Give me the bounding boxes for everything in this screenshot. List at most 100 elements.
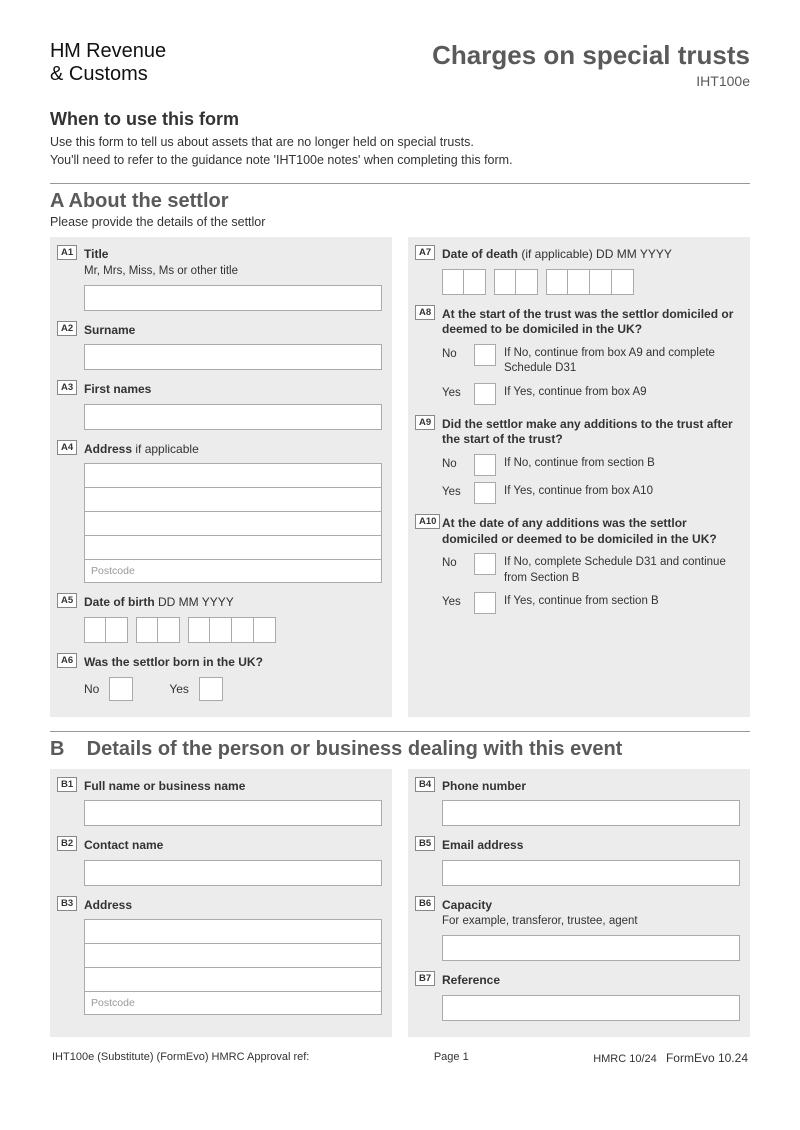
tag-b3: B3 bbox=[57, 896, 77, 911]
input-b7[interactable] bbox=[442, 995, 740, 1021]
dod-y2[interactable] bbox=[568, 269, 590, 295]
input-title[interactable] bbox=[84, 285, 382, 311]
dob-y2[interactable] bbox=[210, 617, 232, 643]
input-postcode-b3[interactable]: Postcode bbox=[84, 991, 382, 1015]
a9-no-checkbox[interactable] bbox=[474, 454, 496, 476]
a8-yes-row: Yes If Yes, continue from box A9 bbox=[442, 383, 740, 405]
tag-a4: A4 bbox=[57, 440, 77, 455]
when-section: When to use this form Use this form to t… bbox=[50, 109, 750, 169]
field-a9: A9 Did the settlor make any additions to… bbox=[418, 417, 740, 504]
input-b1[interactable] bbox=[84, 800, 382, 826]
label-a2: Surname bbox=[84, 323, 382, 339]
footer-right: HMRC 10/24 FormEvo 10.24 bbox=[593, 1051, 748, 1065]
field-a4: A4 Address if applicable Postcode bbox=[60, 442, 382, 584]
field-a3: A3 First names bbox=[60, 382, 382, 430]
tag-a7: A7 bbox=[415, 245, 435, 260]
dob-d2[interactable] bbox=[106, 617, 128, 643]
input-firstnames[interactable] bbox=[84, 404, 382, 430]
a8-yes-checkbox[interactable] bbox=[474, 383, 496, 405]
input-surname[interactable] bbox=[84, 344, 382, 370]
dob-y3[interactable] bbox=[232, 617, 254, 643]
section-a-heading: A About the settlor bbox=[50, 190, 750, 213]
dob-y4[interactable] bbox=[254, 617, 276, 643]
header: HM Revenue & Customs Charges on special … bbox=[50, 40, 750, 89]
label-b1: Full name or business name bbox=[84, 779, 382, 795]
field-a6: A6 Was the settlor born in the UK? No Ye… bbox=[60, 655, 382, 701]
label-b3: Address bbox=[84, 898, 382, 914]
tag-b1: B1 bbox=[57, 777, 77, 792]
footer: IHT100e (Substitute) (FormEvo) HMRC Appr… bbox=[50, 1051, 750, 1065]
a6-no-label: No bbox=[84, 682, 99, 696]
dod-m2[interactable] bbox=[516, 269, 538, 295]
a10-no-checkbox[interactable] bbox=[474, 553, 496, 575]
input-addr2[interactable] bbox=[84, 487, 382, 511]
dod-d2[interactable] bbox=[464, 269, 486, 295]
input-b5[interactable] bbox=[442, 860, 740, 886]
dod-y4[interactable] bbox=[612, 269, 634, 295]
field-a2: A2 Surname bbox=[60, 323, 382, 371]
input-addr4[interactable] bbox=[84, 535, 382, 559]
field-a5: A5 Date of birth DD MM YYYY bbox=[60, 595, 382, 643]
dod-y3[interactable] bbox=[590, 269, 612, 295]
address-b3: Postcode bbox=[84, 919, 382, 1015]
section-a-left: A1 Title Mr, Mrs, Miss, Ms or other titl… bbox=[50, 237, 392, 717]
input-b6[interactable] bbox=[442, 935, 740, 961]
field-a8: A8 At the start of the trust was the set… bbox=[418, 307, 740, 405]
tag-b6: B6 bbox=[415, 896, 435, 911]
a9-yes-label: Yes bbox=[442, 482, 466, 498]
section-b-columns: B1 Full name or business name B2 Contact… bbox=[50, 769, 750, 1037]
a8-yes-label: Yes bbox=[442, 383, 466, 399]
when-line2: You'll need to refer to the guidance not… bbox=[50, 152, 750, 170]
input-b3-3[interactable] bbox=[84, 967, 382, 991]
label-b4: Phone number bbox=[442, 779, 740, 795]
input-b2[interactable] bbox=[84, 860, 382, 886]
footer-center: Page 1 bbox=[309, 1051, 593, 1065]
dod-y1[interactable] bbox=[546, 269, 568, 295]
label-a7: Date of death (if applicable) DD MM YYYY bbox=[442, 247, 740, 263]
a9-yes-row: Yes If Yes, continue from box A10 bbox=[442, 482, 740, 504]
a8-no-checkbox[interactable] bbox=[474, 344, 496, 366]
tag-a2: A2 bbox=[57, 321, 77, 336]
dob-row bbox=[84, 617, 382, 643]
dod-m1[interactable] bbox=[494, 269, 516, 295]
a8-no-text: If No, continue from box A9 and complete… bbox=[504, 344, 740, 377]
input-addr1[interactable] bbox=[84, 463, 382, 487]
input-b3-1[interactable] bbox=[84, 919, 382, 943]
dob-m1[interactable] bbox=[136, 617, 158, 643]
a6-yes-checkbox[interactable] bbox=[199, 677, 223, 701]
tag-a9: A9 bbox=[415, 415, 435, 430]
a9-yes-checkbox[interactable] bbox=[474, 482, 496, 504]
dod-row bbox=[442, 269, 740, 295]
section-a-columns: A1 Title Mr, Mrs, Miss, Ms or other titl… bbox=[50, 237, 750, 717]
a9-yes-text: If Yes, continue from box A10 bbox=[504, 482, 740, 500]
dod-d1[interactable] bbox=[442, 269, 464, 295]
input-b3-2[interactable] bbox=[84, 943, 382, 967]
input-addr3[interactable] bbox=[84, 511, 382, 535]
dob-m2[interactable] bbox=[158, 617, 180, 643]
tag-a3: A3 bbox=[57, 380, 77, 395]
field-b1: B1 Full name or business name bbox=[60, 779, 382, 827]
input-postcode-a4[interactable]: Postcode bbox=[84, 559, 382, 583]
section-b-heading: B Details of the person or business deal… bbox=[50, 738, 750, 761]
label-a5: Date of birth DD MM YYYY bbox=[84, 595, 382, 611]
section-b-right: B4 Phone number B5 Email address B6 Capa… bbox=[408, 769, 750, 1037]
input-b4[interactable] bbox=[442, 800, 740, 826]
field-a7: A7 Date of death (if applicable) DD MM Y… bbox=[418, 247, 740, 295]
when-line1: Use this form to tell us about assets th… bbox=[50, 134, 750, 152]
form-code: IHT100e bbox=[432, 73, 750, 89]
label-a10: At the date of any additions was the set… bbox=[442, 516, 740, 547]
a10-yes-text: If Yes, continue from section B bbox=[504, 592, 740, 610]
field-b6: B6 Capacity For example, transferor, tru… bbox=[418, 898, 740, 962]
a6-no-checkbox[interactable] bbox=[109, 677, 133, 701]
separator bbox=[50, 183, 750, 184]
label-a1: Title bbox=[84, 247, 382, 263]
section-a-sub: Please provide the details of the settlo… bbox=[50, 215, 750, 229]
dob-d1[interactable] bbox=[84, 617, 106, 643]
title-block: Charges on special trusts IHT100e bbox=[432, 40, 750, 89]
dob-y1[interactable] bbox=[188, 617, 210, 643]
field-b5: B5 Email address bbox=[418, 838, 740, 886]
a10-no-text: If No, complete Schedule D31 and continu… bbox=[504, 553, 740, 586]
a10-yes-checkbox[interactable] bbox=[474, 592, 496, 614]
when-heading: When to use this form bbox=[50, 109, 750, 130]
label-a4: Address if applicable bbox=[84, 442, 382, 458]
